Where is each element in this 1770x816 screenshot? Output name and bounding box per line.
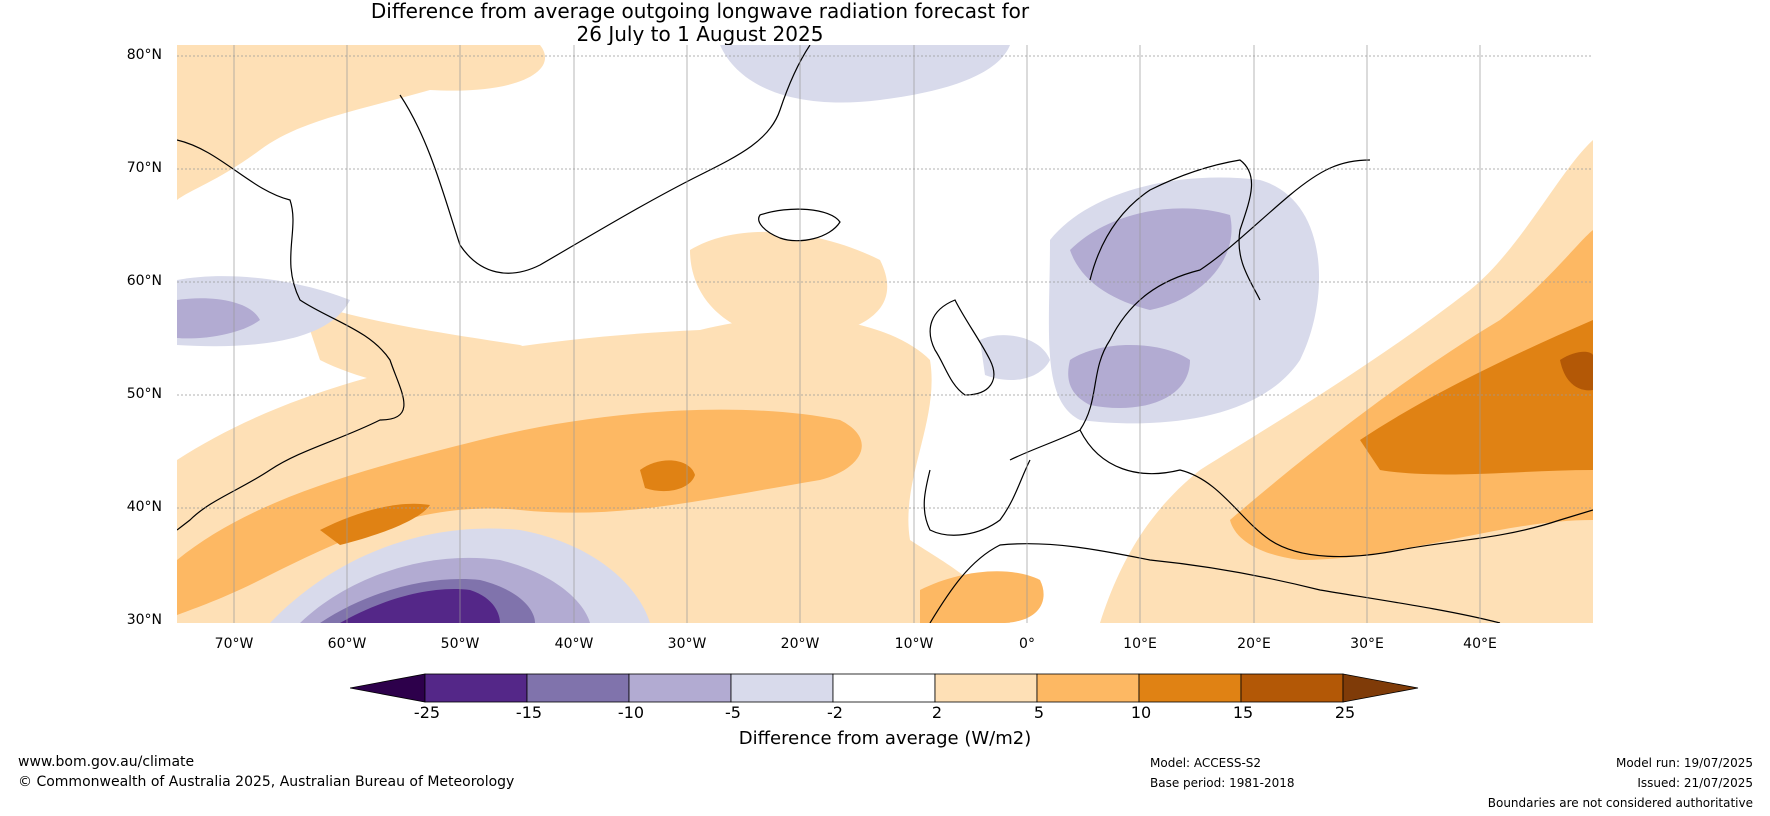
lat-label-40n: 40°N xyxy=(126,499,162,515)
colorbar-tick: 10 xyxy=(1130,703,1152,722)
lon-label-0: 0° xyxy=(1019,636,1035,652)
colorbar-tick: -10 xyxy=(617,703,645,722)
copyright-text: © Commonwealth of Australia 2025, Austra… xyxy=(18,774,515,790)
warm-band-medium xyxy=(177,409,862,615)
lat-label-60n: 60°N xyxy=(126,273,162,289)
warm-labrador-light xyxy=(300,300,541,391)
iberia-coastline xyxy=(923,459,1031,536)
lon-label-70w: 70°W xyxy=(214,636,254,652)
colorbar-tick: 25 xyxy=(1334,703,1356,722)
colorbar-tick: -25 xyxy=(413,703,441,722)
colorbar-segment xyxy=(730,673,834,703)
model-run-text: Model run: 19/07/2025 xyxy=(1615,756,1753,770)
scandinavia-coastline xyxy=(1089,159,1261,301)
colorbar-segment xyxy=(1138,673,1242,703)
greenland-coastline xyxy=(399,45,811,274)
graticule-meridians xyxy=(233,45,1481,623)
scandinavia-cool-medium xyxy=(1070,208,1232,310)
lon-label-40w: 40°W xyxy=(554,636,594,652)
warm-north-light xyxy=(177,45,546,200)
colorbar xyxy=(350,673,1419,703)
colorbar-segment xyxy=(832,673,936,703)
eastern-europe-warm-medium xyxy=(1230,230,1593,560)
lon-label-10e: 10°E xyxy=(1123,636,1157,652)
colorbar-extend-high xyxy=(1342,673,1419,703)
colorbar-tick: -5 xyxy=(725,703,741,722)
lon-label-60w: 60°W xyxy=(327,636,367,652)
lon-label-20w: 20°W xyxy=(780,636,820,652)
colorbar-segment xyxy=(526,673,630,703)
eastern-europe-warm-strong xyxy=(1360,320,1593,475)
lat-label-70n: 70°N xyxy=(126,160,162,176)
lon-label-40e: 40°E xyxy=(1463,636,1497,652)
lat-label-30n: 30°N xyxy=(126,612,162,628)
colorbar-segment xyxy=(934,673,1038,703)
lat-label-50n: 50°N xyxy=(126,386,162,402)
colorbar-extend-low xyxy=(350,673,426,703)
colorbar-segment xyxy=(424,673,528,703)
colorbar-segment xyxy=(1036,673,1140,703)
iceland-coastline xyxy=(758,208,841,242)
lat-label-80n: 80°N xyxy=(126,47,162,63)
colorbar-tick: 15 xyxy=(1232,703,1254,722)
warm-central-north-light xyxy=(690,231,888,340)
lon-label-20e: 20°E xyxy=(1237,636,1271,652)
map-title-line1: Difference from average outgoing longwav… xyxy=(370,0,1030,23)
disclaimer-text: Boundaries are not considered authoritat… xyxy=(1487,796,1753,810)
colorbar-tick: -15 xyxy=(515,703,543,722)
europe-coastline xyxy=(1009,159,1593,558)
atlantic-hot-spot xyxy=(640,460,695,492)
base-period-text: Base period: 1981-2018 xyxy=(1150,776,1295,790)
colorbar-segment xyxy=(628,673,732,703)
warm-africa-medium xyxy=(920,571,1044,623)
eastern-europe-warm-hot xyxy=(1560,351,1593,391)
canada-coastline xyxy=(177,139,405,531)
website-text: www.bom.gov.au/climate xyxy=(18,754,195,770)
graticule xyxy=(177,55,1593,509)
atlantic-hot-band xyxy=(320,503,430,545)
issued-text: Issued: 21/07/2025 xyxy=(1637,776,1753,790)
colorbar-tick: -2 xyxy=(827,703,843,722)
greenland-sea-cool xyxy=(720,45,1010,103)
anomaly-field xyxy=(177,45,1593,623)
africa-coastline xyxy=(929,543,1501,623)
colorbar-segment xyxy=(1240,673,1344,703)
map-title-line2: 26 July to 1 August 2025 xyxy=(576,22,824,46)
lon-label-30e: 30°E xyxy=(1350,636,1384,652)
model-text: Model: ACCESS-S2 xyxy=(1150,756,1262,770)
colorbar-tick: 2 xyxy=(931,703,943,722)
labrador-cool-medium xyxy=(177,298,260,339)
colorbar-tick: 5 xyxy=(1033,703,1045,722)
central-europe-cool-medium xyxy=(1068,345,1190,408)
ireland-uk-cool xyxy=(980,335,1050,380)
lon-label-10w: 10°W xyxy=(894,636,934,652)
lon-label-50w: 50°W xyxy=(440,636,480,652)
colorbar-label: Difference from average (W/m2) xyxy=(738,728,1032,749)
lon-label-30w: 30°W xyxy=(667,636,707,652)
